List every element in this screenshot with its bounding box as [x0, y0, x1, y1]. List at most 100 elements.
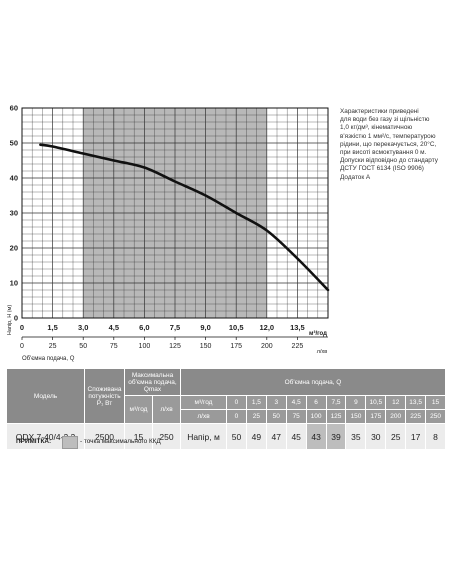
- y-tick-label: 50: [10, 139, 18, 148]
- legend-label: ПРИМІТКА:: [16, 438, 52, 445]
- head-value-cell: 49: [245, 423, 267, 450]
- head-value-cell: 47: [265, 423, 287, 450]
- plot-border: [21, 107, 329, 319]
- note-line: Допуски відповідно до стандарту: [340, 157, 438, 165]
- col-power-header: Споживана потужність Р₁ Вт: [84, 368, 125, 424]
- flow-lmin-value: 225: [410, 413, 422, 420]
- legend-swatch: [62, 436, 78, 449]
- col-flow-header: Об'ємна подача, Q: [180, 368, 446, 396]
- flow-m3h-value: 3: [266, 396, 286, 410]
- qmax-unit-m3h: м³/год: [124, 395, 153, 424]
- x-tick-label-lmin: 100: [139, 343, 151, 350]
- flow-value-cell: 7,5 125: [325, 395, 347, 424]
- col-max-flow-header: Максимальна об'ємна подача, Qmax: [123, 368, 182, 396]
- head-value-cell: 17: [405, 423, 427, 450]
- flow-value-cell: 6 100: [305, 395, 327, 424]
- pump-performance-chart: 0 10 20 30 40 50 60 0 1,5 3,0 4,5 6,0 7,5 9,0 10,5 12,…: [7, 104, 330, 362]
- note-line: ДСТУ ГОСТ 6134 (ISO 9906): [340, 165, 424, 173]
- flow-lmin-value: 250: [430, 413, 441, 420]
- x-tick-label-lmin: 225: [292, 343, 304, 350]
- note-line: Характеристики приведені: [340, 108, 419, 115]
- flow-m3h-value: 15: [426, 396, 445, 410]
- legend-note: ПРИМІТКА: - точка максимального ККД: [6, 434, 446, 450]
- x-tick-label-m3h: 7,5: [170, 323, 180, 332]
- note-line: рідини, що перекачується, 20°С,: [340, 140, 437, 148]
- note-line: 1,0 кг/дм³, кінематичною: [340, 124, 413, 132]
- x-tick-label-lmin: 200: [261, 343, 273, 350]
- flow-value-cell: 1,5 25: [245, 395, 267, 424]
- qmax-lmin-cell: 250: [151, 423, 182, 450]
- col-model-header: Модель: [6, 368, 85, 424]
- flow-value-cell: 9 150: [345, 395, 367, 424]
- x-tick-label-m3h: 9,0: [200, 323, 210, 332]
- spec-table: Модель Споживана потужність Р₁ Вт Максим…: [6, 368, 446, 450]
- flow-value-cell: 3 50: [265, 395, 287, 424]
- x-tick-label-m3h: 0: [20, 323, 24, 332]
- flow-lmin-value: 150: [350, 413, 362, 420]
- y-tick-label: 10: [10, 279, 18, 288]
- x-axis-unit-lmin: л/хв: [317, 349, 327, 355]
- head-value-cell: 45: [285, 423, 307, 450]
- note-line: для води без газу зі щільністю: [340, 116, 430, 124]
- y-tick-label: 30: [10, 209, 18, 218]
- x-tick-labels-m3h: 0 1,5 3,0 4,5 6,0 7,5 9,0 10,5 12,0 13,5: [20, 323, 305, 332]
- flow-m3h-value: 7,5: [326, 396, 346, 410]
- legend-text: - точка максимального ККД: [80, 438, 161, 445]
- flow-lmin-value: 25: [252, 413, 260, 420]
- x-tick-label-m3h: 13,5: [290, 323, 305, 332]
- y-tick-label: 0: [14, 314, 18, 323]
- head-flow-curve: [39, 143, 330, 292]
- x-tick-label-lmin: 25: [49, 343, 57, 350]
- x-axis-label: Об'ємна подача, Q: [22, 356, 75, 362]
- x-tick-label-m3h: 4,5: [109, 323, 119, 332]
- flow-m3h-value: 4,5: [286, 396, 306, 410]
- y-tick-label: 60: [10, 104, 18, 113]
- x-tick-label-lmin: 0: [20, 343, 24, 350]
- flow-lmin-value: 100: [310, 413, 322, 420]
- flow-m3h-value: 13,5: [406, 396, 426, 410]
- x-tick-label-lmin: 150: [200, 343, 212, 350]
- x-tick-labels-lmin: 0 25 50 75 100 125 150 175 200 225: [20, 337, 303, 350]
- qmax-unit-lmin: л/хв: [151, 395, 182, 424]
- test-conditions-note: Характеристики приведені для води без га…: [340, 108, 448, 182]
- x-tick-label-m3h: 1,5: [47, 323, 57, 332]
- y-tick-label: 40: [10, 174, 18, 183]
- y-tick-labels: 0 10 20 30 40 50 60: [10, 104, 18, 323]
- flow-m3h-value: 1,5: [246, 396, 266, 410]
- note-line: при висоті всмоктування 0 м.: [340, 149, 427, 157]
- x-tick-label-m3h: 6,0: [139, 323, 149, 332]
- flow-unit-lmin: л/хв: [197, 413, 210, 420]
- note-line: Додаток А: [340, 173, 371, 181]
- flow-unit-m3h: м³/год: [181, 396, 227, 410]
- x-axis-unit-m3h: м³/год: [309, 330, 327, 337]
- flow-lmin-value: 175: [370, 413, 382, 420]
- head-value-cell: 50: [226, 423, 247, 450]
- x-tick-label-lmin: 50: [79, 343, 87, 350]
- note-line: в'язкістю 1 мм²/с, температурою: [340, 132, 436, 140]
- x-tick-label-m3h: 10,5: [229, 323, 244, 332]
- flow-lmin-value: 200: [390, 413, 402, 420]
- flow-m3h-value: 12: [386, 396, 406, 410]
- flow-m3h-value: 9: [346, 396, 366, 410]
- x-tick-label-lmin: 125: [169, 343, 181, 350]
- flow-value-cell: 10,5 175: [365, 395, 387, 424]
- flow-lmin-value: 75: [292, 413, 300, 420]
- x-tick-label-lmin: 175: [230, 343, 242, 350]
- flow-lmin-value: 0: [234, 413, 239, 420]
- head-label-cell: Напір, м: [180, 423, 228, 450]
- flow-value-cell: 12 200: [385, 395, 407, 424]
- x-tick-label-m3h: 3,0: [78, 323, 88, 332]
- head-value-cell: 43: [305, 423, 327, 450]
- flow-value-cell: 15 250: [425, 395, 446, 424]
- x-tick-label-lmin: 75: [110, 343, 118, 350]
- chart-grid: [21, 107, 329, 319]
- flow-lmin-value: 125: [330, 413, 342, 420]
- flow-value-cell: 13,5 225: [405, 395, 427, 424]
- power-cell: 2500: [84, 423, 125, 450]
- flow-value-cell: 4,5 75: [285, 395, 307, 424]
- flow-m3h-value: 10,5: [366, 396, 386, 410]
- head-value-cell: 8: [425, 423, 446, 450]
- x-tick-label-m3h: 12,0: [259, 323, 274, 332]
- flow-m3h-value: 0: [227, 396, 246, 410]
